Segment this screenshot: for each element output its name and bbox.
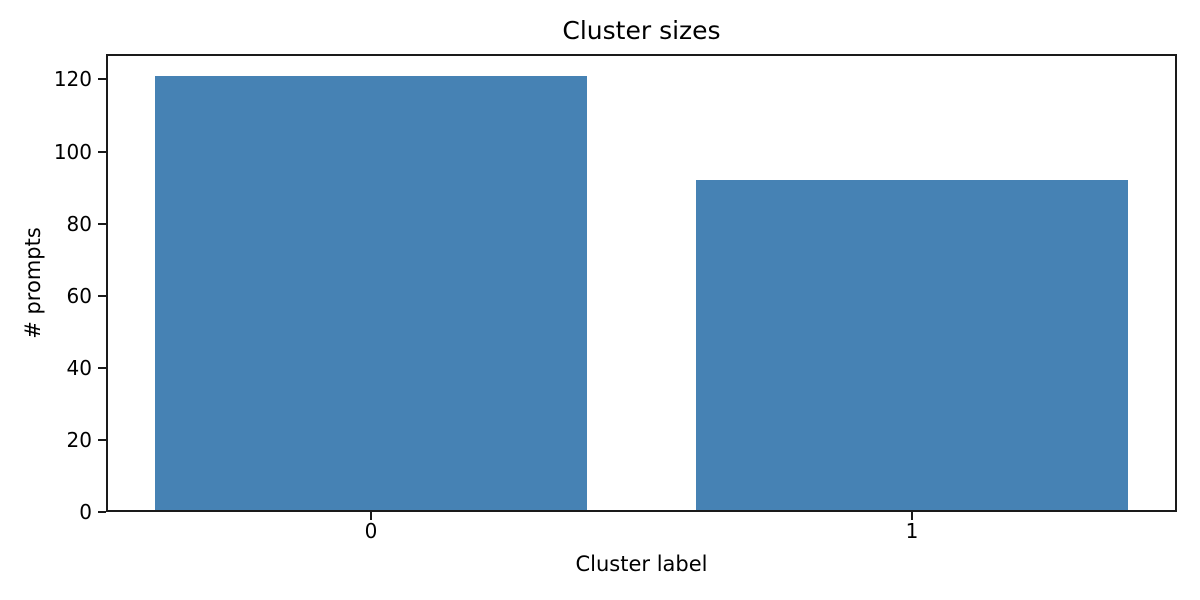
x-tick-mark <box>910 512 913 520</box>
y-tick-mark <box>98 294 106 297</box>
y-tick-label: 120 <box>53 67 92 92</box>
bar-cluster-1 <box>695 180 1129 512</box>
y-tick-label: 20 <box>66 427 92 452</box>
y-tick-mark <box>98 511 106 513</box>
x-tick-label: 0 <box>364 519 378 543</box>
x-axis-label: Cluster label <box>575 552 708 576</box>
y-tick-mark <box>98 366 106 369</box>
y-axis-label: # prompts <box>21 227 45 339</box>
y-tick-mark <box>98 78 106 81</box>
y-tick-label: 40 <box>66 355 92 380</box>
y-tick-mark <box>98 222 106 225</box>
y-tick-mark <box>98 150 106 153</box>
x-tick-mark <box>370 512 373 520</box>
chart-title: Cluster sizes <box>562 16 721 45</box>
y-tick-label: 60 <box>66 283 92 308</box>
y-tick-label: 0 <box>79 500 92 524</box>
y-tick-mark <box>98 438 106 441</box>
x-tick-label: 1 <box>905 519 919 543</box>
bar-cluster-0 <box>154 75 588 512</box>
y-tick-label: 80 <box>66 211 92 236</box>
y-tick-label: 100 <box>53 139 92 164</box>
